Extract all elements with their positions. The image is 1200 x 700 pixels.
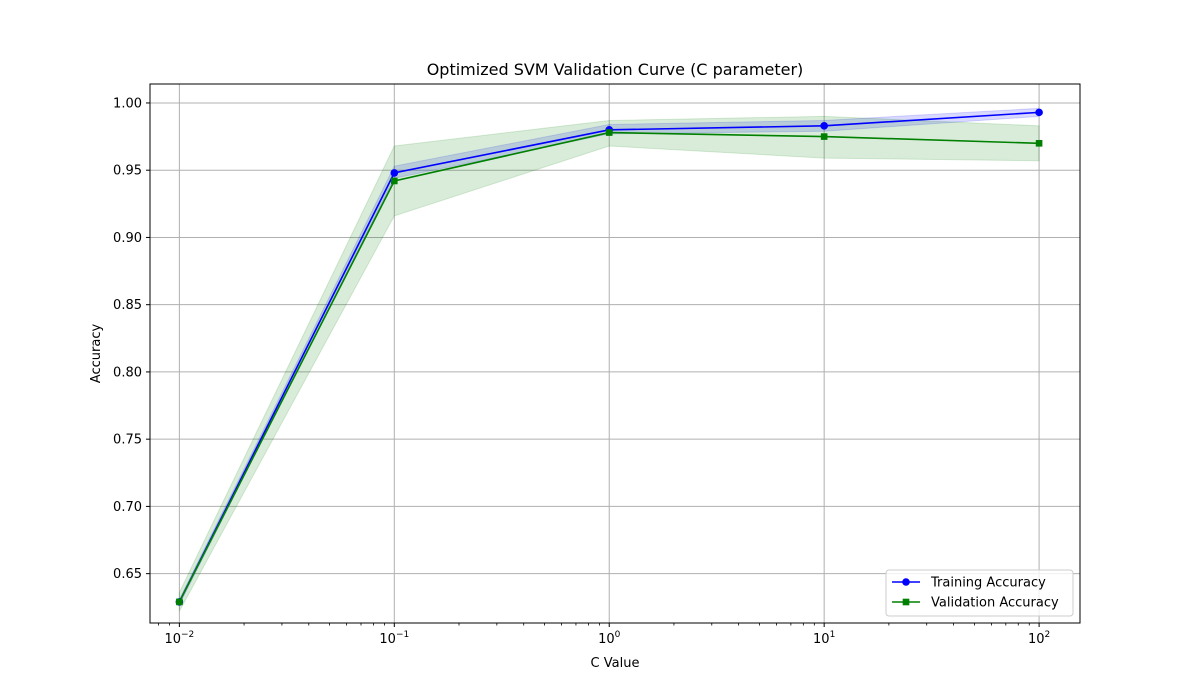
y-tick-label: 0.95 <box>113 164 142 179</box>
x-tick-label: 10−1 <box>379 630 409 647</box>
validation-point <box>176 598 183 606</box>
training-point <box>1035 108 1043 117</box>
legend-label-validation: Validation Accuracy <box>931 596 1059 611</box>
y-tick-label: 0.75 <box>113 433 142 448</box>
x-tick-label: 102 <box>1028 630 1050 647</box>
validation-point <box>605 129 613 136</box>
chart-title: Optimized SVM Validation Curve (C parame… <box>427 60 804 79</box>
training-point <box>820 122 828 130</box>
tick-layer: 0.65 0.70 0.75 0.80 0.85 0.90 0.95 1.00 10−2 10−1… <box>113 96 1050 647</box>
x-axis-label: C Value <box>591 656 640 671</box>
training-point <box>390 169 399 177</box>
legend-marker-training <box>902 578 910 586</box>
legend-box <box>885 569 1074 617</box>
y-axis-label: Accuracy <box>89 324 104 384</box>
legend-marker-validation <box>902 598 910 606</box>
y-tick-label: 0.70 <box>113 500 142 515</box>
marker-layer <box>175 108 1043 606</box>
grid-layer <box>150 84 1080 623</box>
x-tick-label: 10−2 <box>164 630 194 647</box>
x-tick-label: 100 <box>598 630 621 647</box>
x-tick-label: 101 <box>813 630 835 647</box>
y-tick-label: 0.80 <box>113 365 142 380</box>
legend-label-training: Training Accuracy <box>930 576 1046 591</box>
legend-entry-training: Training Accuracy <box>892 576 1046 591</box>
legend-entry-validation: Validation Accuracy <box>892 596 1059 611</box>
validation-confidence-band <box>178 115 1040 612</box>
chart-legend: Training Accuracy Validation Accuracy <box>885 569 1074 617</box>
validation-point <box>1035 140 1043 147</box>
y-tick-label: 0.65 <box>113 567 142 582</box>
validation-point <box>391 177 398 185</box>
y-tick-label: 0.85 <box>113 298 142 313</box>
y-tick-label: 1.00 <box>113 96 142 111</box>
y-tick-label: 0.90 <box>113 231 142 246</box>
plot-frame <box>149 83 1081 624</box>
validation-point <box>820 133 828 140</box>
